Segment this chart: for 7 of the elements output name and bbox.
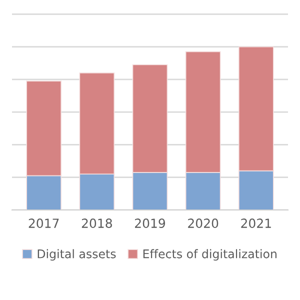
x-tick-label: 2019	[135, 218, 166, 228]
x-tick-label: 2020	[188, 218, 218, 228]
legend-label: Digital assets	[38, 249, 116, 261]
x-tick-label: 2018	[82, 218, 112, 228]
x-tick-label: 2017	[28, 218, 59, 228]
x-tick-label: 2021	[241, 218, 271, 228]
legend-label: Effects of digitalization	[143, 249, 276, 261]
